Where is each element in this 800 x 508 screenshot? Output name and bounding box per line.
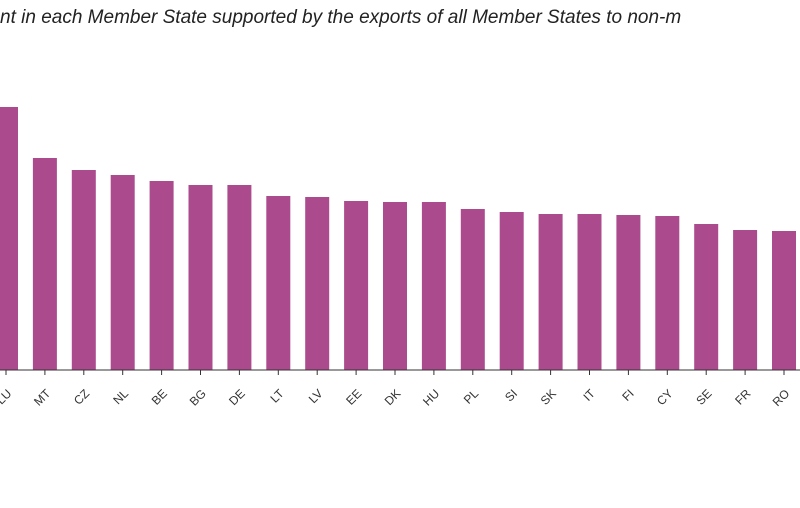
- bar: [538, 214, 563, 370]
- x-tick-label: LU: [0, 386, 14, 407]
- x-tick-label: FR: [732, 386, 753, 407]
- bar: [344, 201, 369, 370]
- bar: [460, 209, 485, 370]
- bar: [499, 212, 524, 370]
- bar: [305, 197, 330, 370]
- x-tick-label: MT: [31, 386, 54, 409]
- bar: [110, 175, 135, 370]
- x-tick-label: NL: [110, 386, 131, 407]
- x-tick-label: BG: [187, 386, 209, 408]
- x-tick-label: DK: [382, 386, 404, 408]
- x-tick-label: SK: [538, 386, 559, 407]
- x-tick-label: EE: [343, 386, 364, 407]
- bar: [188, 185, 213, 370]
- bar: [71, 170, 96, 370]
- x-tick-label: PL: [461, 386, 482, 407]
- bar: [694, 224, 719, 370]
- bar: [149, 181, 174, 370]
- x-tick-label: HU: [420, 386, 442, 408]
- bar: [227, 185, 252, 370]
- x-tick-label: CZ: [71, 386, 92, 407]
- x-tick-label: LT: [267, 386, 287, 406]
- x-tick-label: LV: [306, 386, 326, 406]
- bar: [383, 202, 407, 370]
- bar: [32, 158, 57, 370]
- x-tick-label: SI: [502, 386, 520, 404]
- bar: [0, 107, 18, 370]
- x-tick-label: IT: [580, 386, 598, 404]
- bar: [655, 216, 680, 370]
- bar: [577, 214, 602, 370]
- bar: [421, 202, 446, 370]
- bar: [616, 215, 641, 370]
- bar: [772, 231, 796, 370]
- bar: [733, 230, 758, 370]
- x-tick-label: DE: [226, 386, 248, 408]
- x-tick-label: RO: [770, 386, 793, 409]
- chart-title: nt in each Member State supported by the…: [0, 7, 681, 28]
- x-tick-label: CY: [654, 386, 676, 408]
- bar: [266, 196, 291, 370]
- x-tick-label: BE: [149, 386, 170, 407]
- x-tick-label: SE: [693, 386, 714, 407]
- x-tick-label: FI: [619, 386, 636, 403]
